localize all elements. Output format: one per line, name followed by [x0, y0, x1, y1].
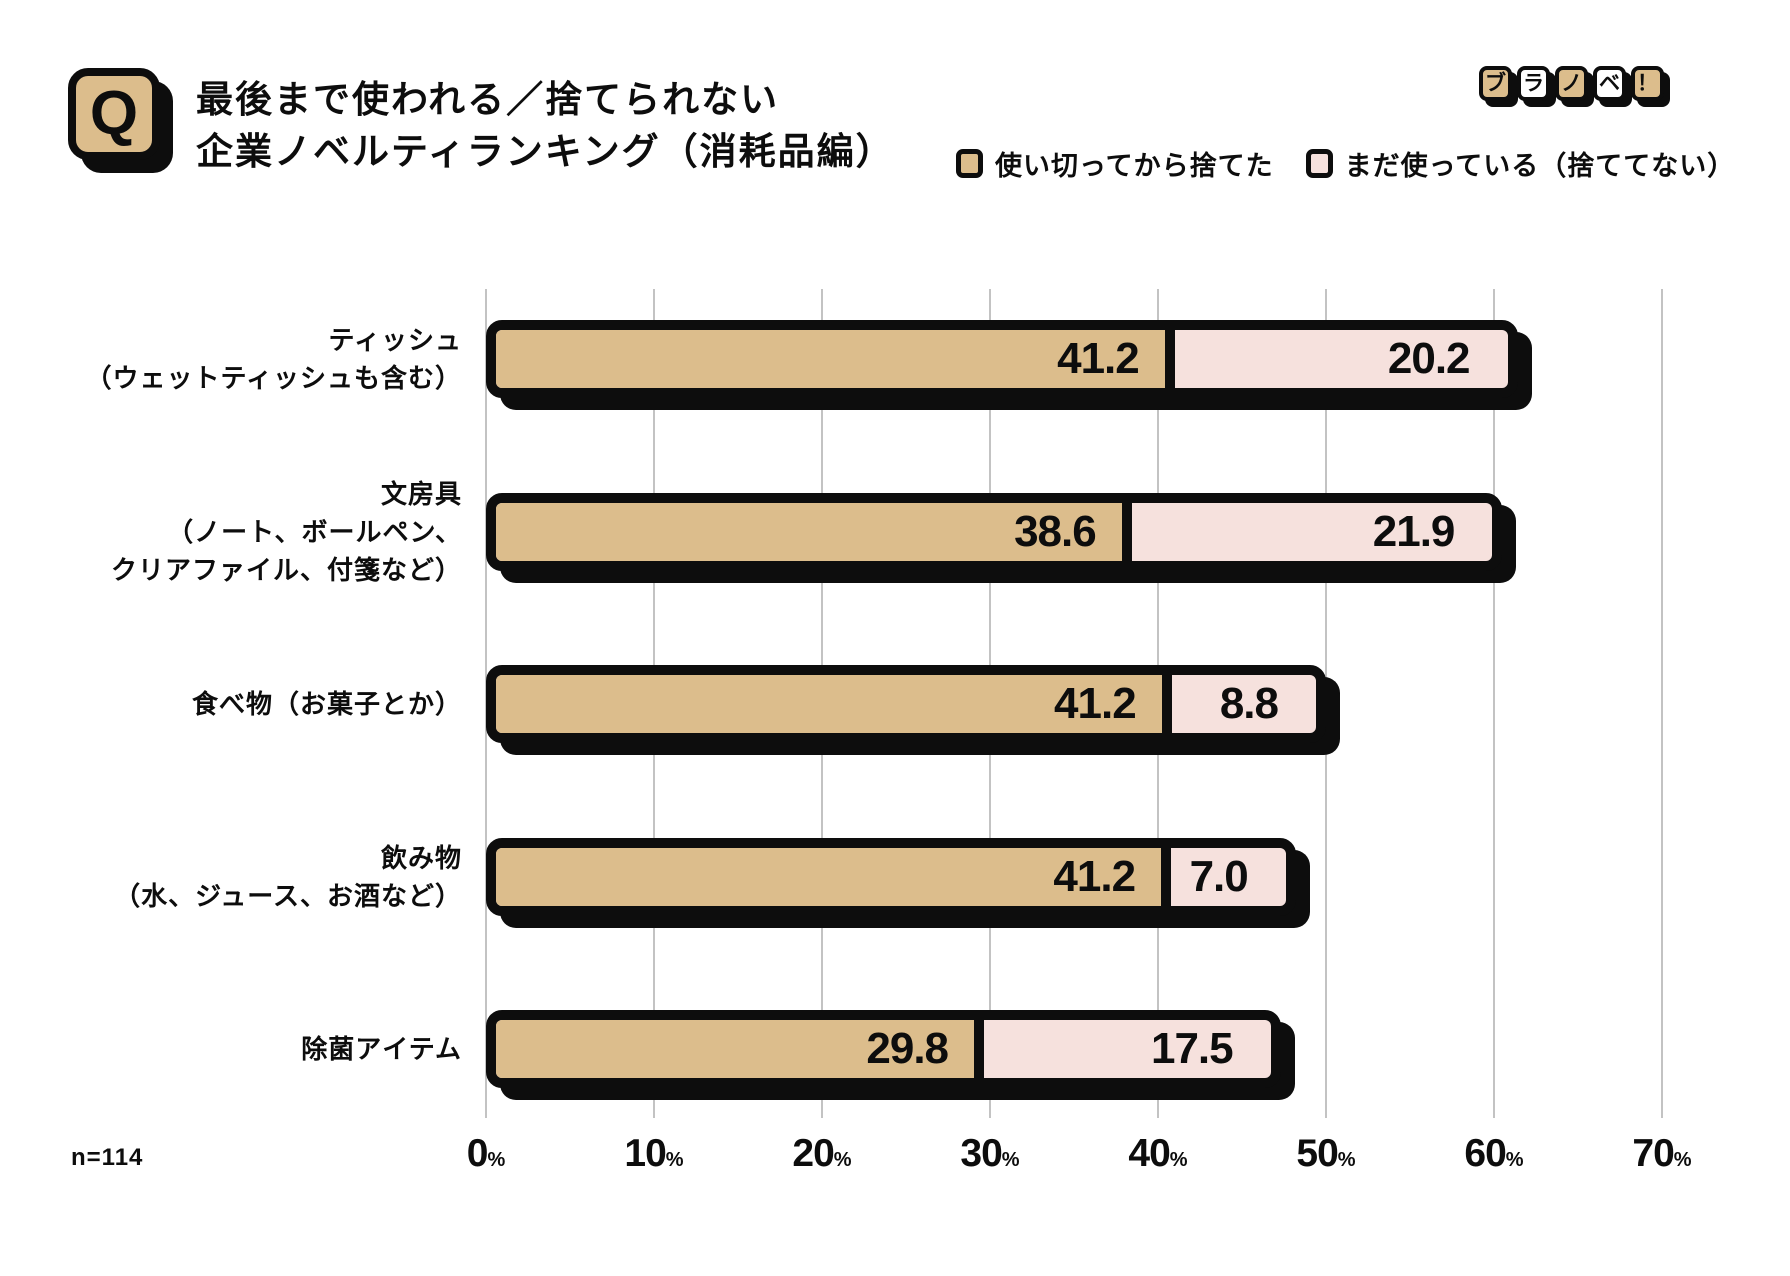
category-label: 飲み物 （水、ジュース、お酒など） — [0, 839, 462, 915]
x-tick-number: 70 — [1632, 1132, 1674, 1175]
brand-logo: ブラノベ！ — [1479, 66, 1664, 101]
bar-segment-still-using: 21.9 — [1132, 503, 1493, 561]
x-tick-percent-sign: % — [1505, 1149, 1524, 1171]
legend-label: 使い切ってから捨てた — [995, 151, 1274, 181]
bar-value-still-using: 8.8 — [1219, 679, 1279, 728]
stacked-bar: 41.2 8.8 — [486, 665, 1326, 743]
bar-value-used-up: 41.2 — [1054, 679, 1137, 728]
page-title-line2: 企業ノベルティランキング（消耗品編） — [196, 131, 895, 172]
x-tick-percent-sign: % — [1169, 1149, 1188, 1171]
q-icon: Q — [68, 68, 160, 160]
x-tick-number: 40 — [1128, 1132, 1170, 1175]
bar-value-used-up: 29.8 — [866, 1024, 949, 1073]
bar-segment-still-using: 20.2 — [1175, 330, 1508, 388]
gridline-60-percent — [1493, 289, 1495, 1118]
bar-segment-used-up: 29.8 — [496, 1020, 985, 1078]
brand-logo-tile: ブ — [1479, 66, 1512, 101]
x-tick-percent-sign: % — [833, 1149, 852, 1171]
stacked-bar: 29.8 17.5 — [486, 1010, 1281, 1088]
x-tick-label: 10% — [624, 1132, 683, 1176]
category-label-line: 文房具 — [380, 478, 462, 509]
x-tick-label: 40% — [1128, 1132, 1187, 1176]
category-label-line: 除菌アイテム — [301, 1034, 462, 1064]
stacked-bar: 41.2 7.0 — [486, 837, 1296, 916]
category-label-line: （水、ジュース、お酒など） — [114, 880, 462, 911]
bar-segment-used-up: 38.6 — [496, 502, 1132, 561]
brand-logo-tile: ラ — [1517, 66, 1550, 101]
stacked-bar: 38.6 21.9 — [486, 492, 1503, 571]
bar-value-used-up: 38.6 — [1014, 506, 1097, 556]
x-tick-number: 10 — [624, 1132, 666, 1175]
stacked-bar: 41.2 20.2 — [486, 320, 1518, 398]
category-label-line: ティッシュ — [328, 325, 462, 355]
bar-segment-still-using: 8.8 — [1172, 675, 1316, 733]
bar-value-still-using: 20.2 — [1387, 334, 1471, 383]
x-tick-number: 30 — [960, 1132, 1002, 1175]
brand-logo-tile: ！ — [1631, 66, 1664, 101]
bar-value-still-using: 17.5 — [1150, 1024, 1234, 1073]
bar-segment-used-up: 41.2 — [496, 675, 1172, 733]
gridline-50-percent — [1325, 289, 1327, 1118]
category-label: ティッシュ （ウェットティッシュも含む） — [0, 321, 462, 397]
bar-value-still-using: 7.0 — [1189, 851, 1249, 901]
legend-label: まだ使っている（捨ててない） — [1344, 151, 1736, 181]
bar-segment-used-up: 41.2 — [496, 847, 1172, 906]
legend-swatch-tan — [956, 149, 983, 178]
bar-segment-used-up: 41.2 — [496, 330, 1175, 388]
bar-segment-still-using: 7.0 — [1171, 848, 1286, 906]
x-tick-label: 20% — [792, 1132, 851, 1176]
gridline-70-percent — [1661, 289, 1663, 1118]
x-tick-label: 50% — [1296, 1132, 1355, 1176]
brand-logo-tile: ベ — [1593, 66, 1626, 101]
category-label-line: 食べ物（お菓子とか） — [191, 689, 462, 719]
x-tick-percent-sign: % — [487, 1149, 506, 1171]
q-icon-letter: Q — [89, 79, 139, 148]
page-title: 最後まで使われる／捨てられない 企業ノベルティランキング（消耗品編） — [196, 74, 895, 178]
category-label: 除菌アイテム — [0, 1030, 462, 1068]
chart-legend: 使い切ってから捨てた まだ使っている（捨ててない） — [956, 144, 1735, 183]
bar-value-still-using: 21.9 — [1372, 506, 1456, 556]
sample-size: n=114 — [71, 1144, 144, 1171]
category-label-line: （ウェットティッシュも含む） — [85, 363, 462, 393]
x-tick-label: 0% — [467, 1132, 506, 1176]
x-tick-percent-sign: % — [1337, 1149, 1356, 1171]
legend-item-still-using: まだ使っている（捨ててない） — [1305, 144, 1736, 183]
page-title-line1: 最後まで使われる／捨てられない — [196, 79, 780, 120]
x-tick-percent-sign: % — [1673, 1149, 1692, 1171]
x-tick-percent-sign: % — [1001, 1149, 1020, 1171]
x-tick-number: 0 — [466, 1132, 489, 1175]
x-tick-label: 30% — [960, 1132, 1019, 1176]
category-label: 食べ物（お菓子とか） — [0, 685, 462, 723]
x-tick-label: 60% — [1464, 1132, 1523, 1176]
category-label: 文房具 （ノート、ボールペン、クリアファイル、付箋など） — [0, 475, 462, 589]
legend-swatch-pink — [1305, 149, 1333, 178]
x-tick-percent-sign: % — [665, 1149, 684, 1171]
x-tick-number: 60 — [1464, 1132, 1506, 1175]
x-tick-label: 70% — [1632, 1132, 1691, 1176]
category-label-line: （ノート、ボールペン、 — [167, 516, 462, 547]
x-tick-number: 50 — [1296, 1132, 1338, 1175]
x-tick-number: 20 — [792, 1132, 834, 1175]
category-label-line: クリアファイル、付箋など） — [110, 554, 462, 585]
bar-value-used-up: 41.2 — [1053, 851, 1136, 901]
bar-segment-still-using: 17.5 — [984, 1020, 1271, 1078]
bar-value-used-up: 41.2 — [1057, 334, 1140, 383]
category-label-line: 飲み物 — [380, 842, 462, 873]
legend-item-used-up-then-discarded: 使い切ってから捨てた — [956, 144, 1274, 183]
brand-logo-tile: ノ — [1555, 66, 1588, 101]
